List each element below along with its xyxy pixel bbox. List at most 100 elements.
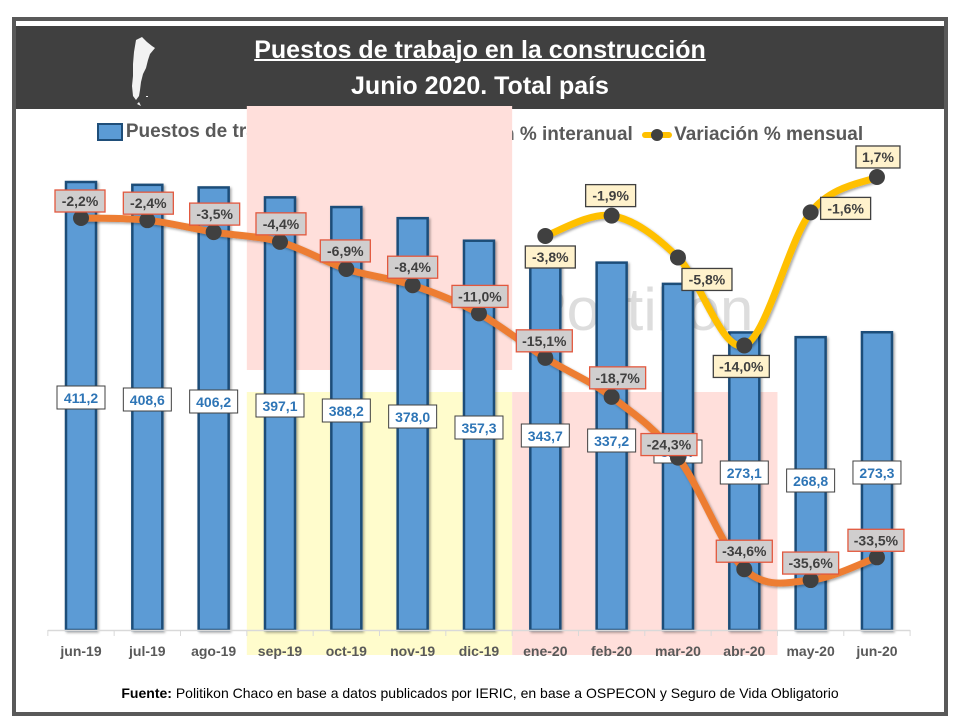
- point-mensual: [537, 228, 554, 244]
- bar-label-box: [587, 428, 637, 453]
- x-tick-label: abr-20: [723, 643, 765, 659]
- point-interanual: [603, 388, 620, 405]
- point-label-box: [847, 528, 905, 552]
- point-mensual: [802, 204, 819, 221]
- bar-label-box: [520, 423, 570, 448]
- bar-label-box: [255, 393, 305, 418]
- x-tick-label: jun-19: [59, 643, 101, 659]
- x-tick-label: dic-19: [459, 643, 500, 659]
- bar-value-label: 388,2: [329, 403, 364, 419]
- point-label-box: [681, 267, 733, 292]
- argentina-map-icon: [132, 37, 155, 106]
- point-label-box: [189, 202, 241, 226]
- legend-swatch-line-yellow: [642, 129, 673, 141]
- bar-value-label: 357,3: [461, 420, 496, 436]
- point-value-label: -1,6%: [827, 200, 864, 216]
- point-label-box: [855, 145, 901, 169]
- point-mensual: [736, 337, 753, 354]
- x-tick-label: jul-19: [128, 643, 166, 659]
- point-mensual: [868, 168, 885, 185]
- point-label-box: [819, 196, 872, 221]
- chart-title: Puestos de trabajo en la construcción: [254, 36, 706, 64]
- point-label-box: [54, 189, 106, 213]
- point-label-box: [588, 366, 647, 390]
- point-label-box: [781, 551, 840, 575]
- point-value-label: -5,8%: [689, 271, 726, 287]
- point-interanual: [802, 572, 819, 589]
- point-mensual: [669, 249, 686, 266]
- point-label-box: [122, 191, 174, 215]
- bar-value-label: 268,8: [793, 473, 828, 489]
- point-interanual: [338, 260, 355, 277]
- bar-value-label: 411,2: [64, 390, 98, 406]
- source-note: Fuente: Politikon Chaco en base a datos …: [121, 685, 839, 701]
- point-value-label: -18,7%: [595, 370, 640, 386]
- bar-label-box: [852, 460, 902, 485]
- point-label-box: [515, 329, 573, 353]
- bar-value-label: 343,7: [528, 428, 563, 444]
- point-value-label: -4,4%: [263, 216, 300, 232]
- bar-label-box: [388, 404, 438, 429]
- point-value-label: -11,0%: [458, 288, 502, 304]
- point-value-label: -6,9%: [327, 243, 364, 259]
- point-label-box: [584, 183, 637, 208]
- x-tick-label: mar-20: [655, 643, 701, 659]
- bar-value-label: 378,0: [395, 409, 430, 425]
- x-tick-label: oct-19: [326, 643, 367, 659]
- header: Puestos de trabajo en la construcción Ju…: [16, 24, 944, 109]
- point-label-box: [255, 212, 307, 236]
- point-interanual: [537, 349, 554, 366]
- x-tick-label: feb-20: [591, 643, 632, 659]
- point-interanual: [73, 210, 89, 226]
- point-label-box: [715, 539, 773, 563]
- point-interanual: [736, 561, 753, 578]
- legend-label: Variación % mensual: [674, 124, 864, 145]
- point-value-label: -35,6%: [788, 555, 833, 571]
- point-label-box: [386, 255, 439, 279]
- bar-label-box: [454, 415, 504, 440]
- bar-label-box: [189, 389, 239, 414]
- bar-label-box: [719, 460, 769, 485]
- point-interanual: [868, 549, 885, 566]
- bar-value-label: 337,2: [594, 433, 629, 449]
- x-tick-label: ene-20: [523, 643, 568, 659]
- bar-label-box: [122, 387, 172, 412]
- point-interanual: [404, 277, 421, 294]
- bar-value-label: 273,1: [727, 465, 762, 481]
- legend-item-mensual: Variación % mensual: [642, 124, 863, 146]
- point-value-label: 1,7%: [862, 149, 894, 165]
- bar-label-box: [321, 398, 371, 423]
- point-value-label: -3,5%: [196, 206, 233, 222]
- bar-label-box: [786, 468, 836, 493]
- bar-value-label: 408,6: [130, 392, 165, 408]
- point-value-label: -3,8%: [532, 249, 569, 265]
- point-value-label: -24,3%: [647, 437, 692, 453]
- point-value-label: -2,4%: [130, 195, 167, 211]
- point-value-label: -1,9%: [592, 188, 629, 204]
- point-value-label: -15,1%: [522, 333, 567, 349]
- x-tick-label: jun-20: [855, 643, 897, 659]
- point-label-box: [640, 432, 698, 457]
- point-interanual: [139, 212, 156, 229]
- bar-value-label: 406,2: [196, 394, 231, 410]
- bar-label-box: [56, 385, 106, 410]
- x-tick-label: ago-19: [191, 643, 236, 659]
- point-mensual: [603, 207, 620, 224]
- chart-subtitle: Junio 2020. Total país: [351, 72, 609, 100]
- point-value-label: -34,6%: [722, 543, 767, 559]
- bar-value-label: 273,3: [859, 465, 894, 481]
- x-tick-label: sep-19: [258, 643, 303, 659]
- point-value-label: -8,4%: [394, 259, 431, 275]
- bar-value-label: 397,1: [262, 398, 297, 414]
- point-label-box: [524, 245, 576, 269]
- point-value-label: -33,5%: [854, 532, 899, 548]
- point-label-box: [712, 354, 770, 379]
- point-interanual: [205, 224, 222, 241]
- point-interanual: [271, 233, 288, 250]
- point-value-label: -14,0%: [719, 358, 764, 374]
- x-tick-label: nov-19: [390, 643, 435, 659]
- legend-swatch-bar: [96, 123, 123, 141]
- point-label-box: [319, 239, 371, 263]
- x-tick-label: may-20: [786, 643, 834, 659]
